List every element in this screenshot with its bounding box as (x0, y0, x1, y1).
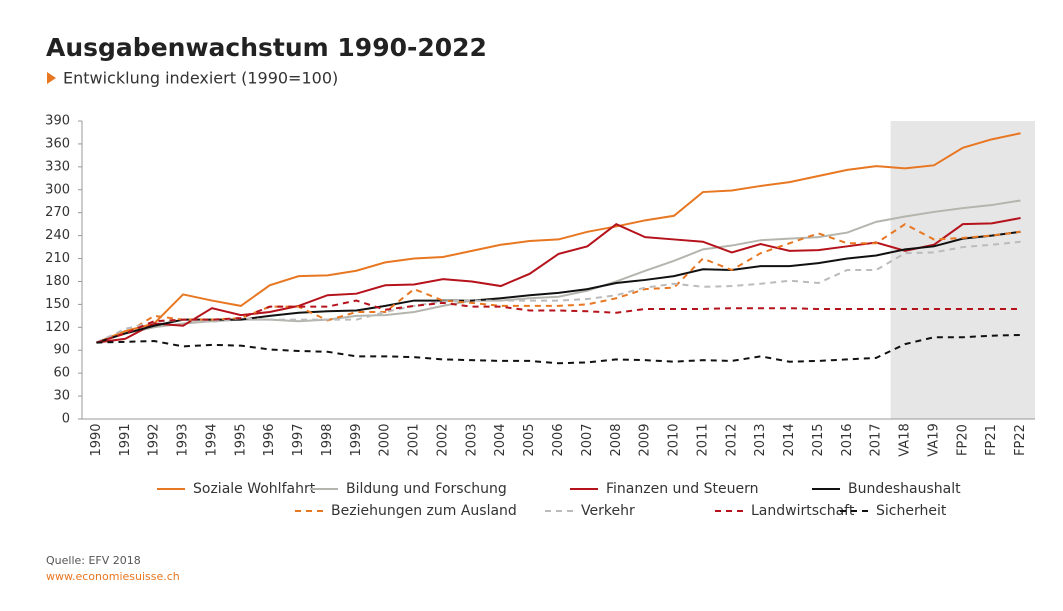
series-line (96, 333, 1021, 365)
x-tick-label: 1998 (320, 423, 335, 456)
x-tick-label: FP22 (1013, 424, 1028, 456)
x-tick-label: 2002 (435, 423, 450, 456)
y-tick-label: 330 (45, 159, 70, 174)
y-tick-label: 60 (53, 366, 70, 381)
source: Quelle: EFV 2018 (46, 554, 141, 567)
legend-label: Finanzen und Steuern (606, 481, 758, 497)
series-line (96, 222, 1021, 344)
y-tick-label: 300 (45, 182, 70, 197)
x-tick-label: 2000 (378, 423, 393, 456)
x-tick-label: 2016 (840, 423, 855, 456)
x-tick-label: FP21 (984, 424, 999, 456)
x-tick-label: 1991 (118, 423, 133, 456)
legend-label: Bildung und Forschung (346, 481, 507, 497)
x-tick-label: 2014 (782, 423, 797, 456)
x-tick-label: 1994 (204, 423, 219, 456)
series-line (96, 299, 1021, 344)
y-tick-label: 30 (53, 389, 70, 404)
series-line (96, 132, 1021, 344)
y-tick-label: 270 (45, 205, 70, 220)
x-tick-label: 2010 (667, 423, 682, 456)
series-line (96, 230, 1021, 344)
y-tick-label: 120 (45, 320, 70, 335)
x-tick-label: 1997 (291, 423, 306, 456)
series-line (96, 240, 1021, 344)
legend-label: Verkehr (581, 503, 635, 519)
x-tick-label: 2015 (811, 423, 826, 456)
chart-subtitle: Entwicklung indexiert (1990=100) (63, 69, 338, 88)
x-tick-label: 2011 (695, 423, 710, 456)
y-tick-label: 90 (53, 343, 70, 358)
y-tick-label: 240 (45, 228, 70, 243)
series-line (96, 199, 1021, 344)
x-tick-label: 2009 (638, 423, 653, 456)
legend-label: Sicherheit (876, 503, 947, 519)
x-tick-label: VA18 (898, 423, 913, 457)
x-tick-label: VA19 (926, 423, 941, 457)
y-tick-label: 0 (62, 412, 70, 427)
forecast-shade (890, 121, 1035, 419)
y-tick-label: 180 (45, 274, 70, 289)
x-tick-label: 1995 (233, 423, 248, 456)
legend-label: Landwirtschaft (751, 503, 855, 519)
chart-title: Ausgabenwachstum 1990-2022 (46, 33, 487, 62)
x-tick-label: FP20 (955, 424, 970, 456)
x-tick-label: 2005 (522, 423, 537, 456)
x-tick-label: 1993 (176, 423, 191, 456)
y-tick-label: 390 (45, 114, 70, 129)
x-tick-label: 2003 (464, 423, 479, 456)
x-tick-label: 2004 (493, 423, 508, 456)
x-tick-label: 2017 (869, 423, 884, 456)
subtitle-marker (47, 72, 56, 84)
y-tick-label: 360 (45, 136, 70, 151)
legend-label: Beziehungen zum Ausland (331, 503, 517, 519)
x-tick-label: 2001 (407, 423, 422, 456)
legend-label: Bundeshaushalt (848, 481, 961, 497)
website: www.economiesuisse.ch (46, 570, 180, 583)
x-tick-label: 2013 (753, 423, 768, 456)
x-tick-label: 1996 (262, 423, 277, 456)
x-tick-label: 2007 (580, 423, 595, 456)
x-tick-label: 1999 (349, 423, 364, 456)
x-tick-label: 1992 (147, 423, 162, 456)
y-tick-label: 210 (45, 251, 70, 266)
x-tick-label: 2008 (609, 423, 624, 456)
series-line (96, 217, 1021, 344)
x-tick-label: 2012 (724, 423, 739, 456)
y-tick-label: 150 (45, 297, 70, 312)
x-tick-label: 2006 (551, 423, 566, 456)
legend-label: Soziale Wohlfahrt (193, 481, 316, 497)
x-tick-label: 1990 (89, 423, 104, 456)
